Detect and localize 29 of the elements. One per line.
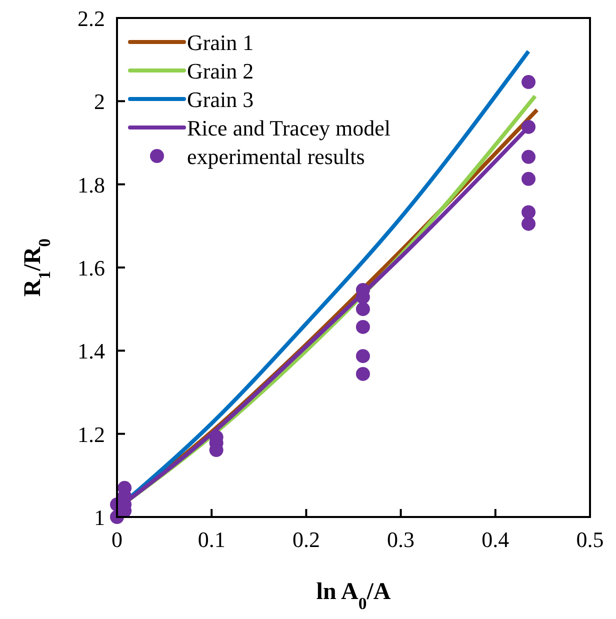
y-tick-label: 1.4 [78, 338, 105, 364]
x-tick-label: 0.1 [198, 527, 226, 552]
legend-label: Grain 1 [187, 30, 254, 55]
point [356, 366, 370, 381]
y-tick-label: 1.8 [78, 172, 105, 198]
legend-label: experimental results [187, 144, 365, 169]
point [522, 205, 536, 220]
y-tick-label: 1.2 [78, 422, 105, 447]
point [356, 349, 370, 364]
y-tick-label: 1.6 [78, 256, 105, 280]
point [356, 320, 370, 334]
x-tick-label: 0 [112, 527, 122, 552]
x-axis-title: ln A$_{0}$/A [316, 579, 392, 612]
point [522, 216, 536, 231]
point [522, 120, 536, 134]
legend-label: Rice and Tracey model [187, 116, 390, 140]
x-tick-label: 0.2 [292, 527, 320, 552]
y-tick-label: 1 [94, 505, 105, 530]
y-tick-label: 2 [94, 89, 105, 114]
y-tick-label: 2.2 [78, 6, 105, 31]
point [522, 75, 536, 90]
x-tick-label: 0.5 [576, 527, 604, 552]
legend-label: Grain 3 [187, 87, 254, 112]
point [522, 150, 536, 164]
x-tick-label: 0.3 [387, 527, 415, 552]
point [356, 302, 370, 316]
legend-label: Grain 2 [187, 58, 254, 84]
point [522, 172, 536, 186]
x-tick-label: 0.4 [482, 527, 510, 552]
